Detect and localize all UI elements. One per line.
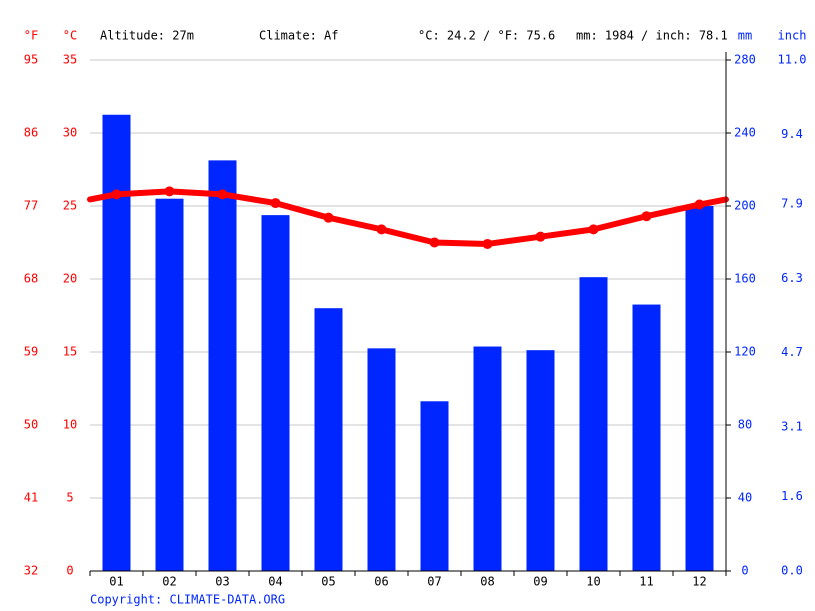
temperature-point	[694, 199, 705, 210]
temperature-point	[588, 224, 599, 235]
x-tick-label: 03	[215, 575, 229, 589]
inch-tick-label: 3.1	[781, 419, 803, 433]
climate: Climate: Af	[259, 29, 338, 43]
c-tick-label: 10	[63, 418, 77, 432]
x-tick-label: 06	[374, 575, 388, 589]
mm-tick-label: 160	[734, 272, 756, 286]
f-tick-label: 77	[24, 199, 38, 213]
x-tick-label: 01	[109, 575, 123, 589]
bar	[526, 350, 555, 571]
bar	[261, 215, 290, 571]
f-tick-label: 68	[24, 272, 38, 286]
mm-unit: mm	[738, 29, 752, 43]
copyright: Copyright: CLIMATE-DATA.ORG	[90, 593, 285, 607]
altitude: Altitude: 27m	[100, 29, 194, 43]
x-tick-label: 09	[533, 575, 547, 589]
c-tick-label: 0	[66, 564, 73, 578]
mm-tick-label: 240	[734, 126, 756, 140]
temperature-point	[376, 224, 387, 235]
f-tick-label: 50	[24, 418, 38, 432]
mm-tick-label: 200	[734, 199, 756, 213]
x-tick-label: 08	[480, 575, 494, 589]
mm-tick-label: 40	[738, 491, 752, 505]
c-tick-label: 30	[63, 126, 77, 140]
bar	[473, 346, 502, 571]
bar	[155, 198, 184, 571]
bar	[314, 308, 343, 571]
temperature-point	[217, 189, 228, 200]
f-tick-label: 95	[24, 53, 38, 67]
temperature-point	[482, 238, 493, 249]
temperature-point	[164, 186, 175, 197]
bar	[367, 348, 396, 571]
f-tick-label: 86	[24, 126, 38, 140]
c-tick-label: 15	[63, 345, 77, 359]
inch-unit: inch	[778, 29, 807, 43]
f-tick-label: 32	[24, 564, 38, 578]
bar	[420, 401, 449, 571]
mm-tick-label: 280	[734, 53, 756, 67]
c-tick-label: 35	[63, 53, 77, 67]
temperature-point	[111, 189, 122, 200]
inch-tick-label: 6.3	[781, 271, 803, 285]
bar	[102, 114, 131, 571]
mm-tick-label: 0	[741, 564, 748, 578]
bar	[685, 206, 714, 571]
bar	[208, 160, 237, 571]
x-tick-label: 07	[427, 575, 441, 589]
x-tick-label: 12	[692, 575, 706, 589]
inch-tick-label: 9.4	[781, 127, 803, 141]
c-tick-label: 5	[66, 491, 73, 505]
x-tick-label: 02	[162, 575, 176, 589]
c-tick-label: 20	[63, 272, 77, 286]
mm-tick-label: 120	[734, 345, 756, 359]
x-tick-label: 10	[586, 575, 600, 589]
f-tick-label: 41	[24, 491, 38, 505]
f-tick-label: 59	[24, 345, 38, 359]
x-tick-label: 04	[268, 575, 282, 589]
temperature-point	[641, 211, 652, 222]
temperature-line	[116, 188, 701, 247]
temperature-point	[535, 231, 546, 242]
temperature-point	[323, 212, 334, 223]
inch-tick-label: 7.9	[781, 197, 803, 211]
temperature-point	[270, 198, 281, 209]
f-unit: °F	[24, 29, 38, 43]
bar	[632, 304, 661, 571]
inch-tick-label: 0.0	[781, 564, 803, 578]
inch-tick-label: 11.0	[778, 53, 807, 67]
mm-tick-label: 80	[738, 418, 752, 432]
x-tick-label: 05	[321, 575, 335, 589]
inch-tick-label: 4.7	[781, 345, 803, 359]
c-tick-label: 25	[63, 199, 77, 213]
temp-avg: °C: 24.2 / °F: 75.6	[418, 29, 555, 43]
c-unit: °C	[63, 29, 77, 43]
precip-total: mm: 1984 / inch: 78.1	[576, 29, 728, 43]
inch-tick-label: 1.6	[781, 489, 803, 503]
bar	[579, 277, 608, 571]
temperature-point	[429, 237, 440, 248]
x-tick-label: 11	[639, 575, 653, 589]
